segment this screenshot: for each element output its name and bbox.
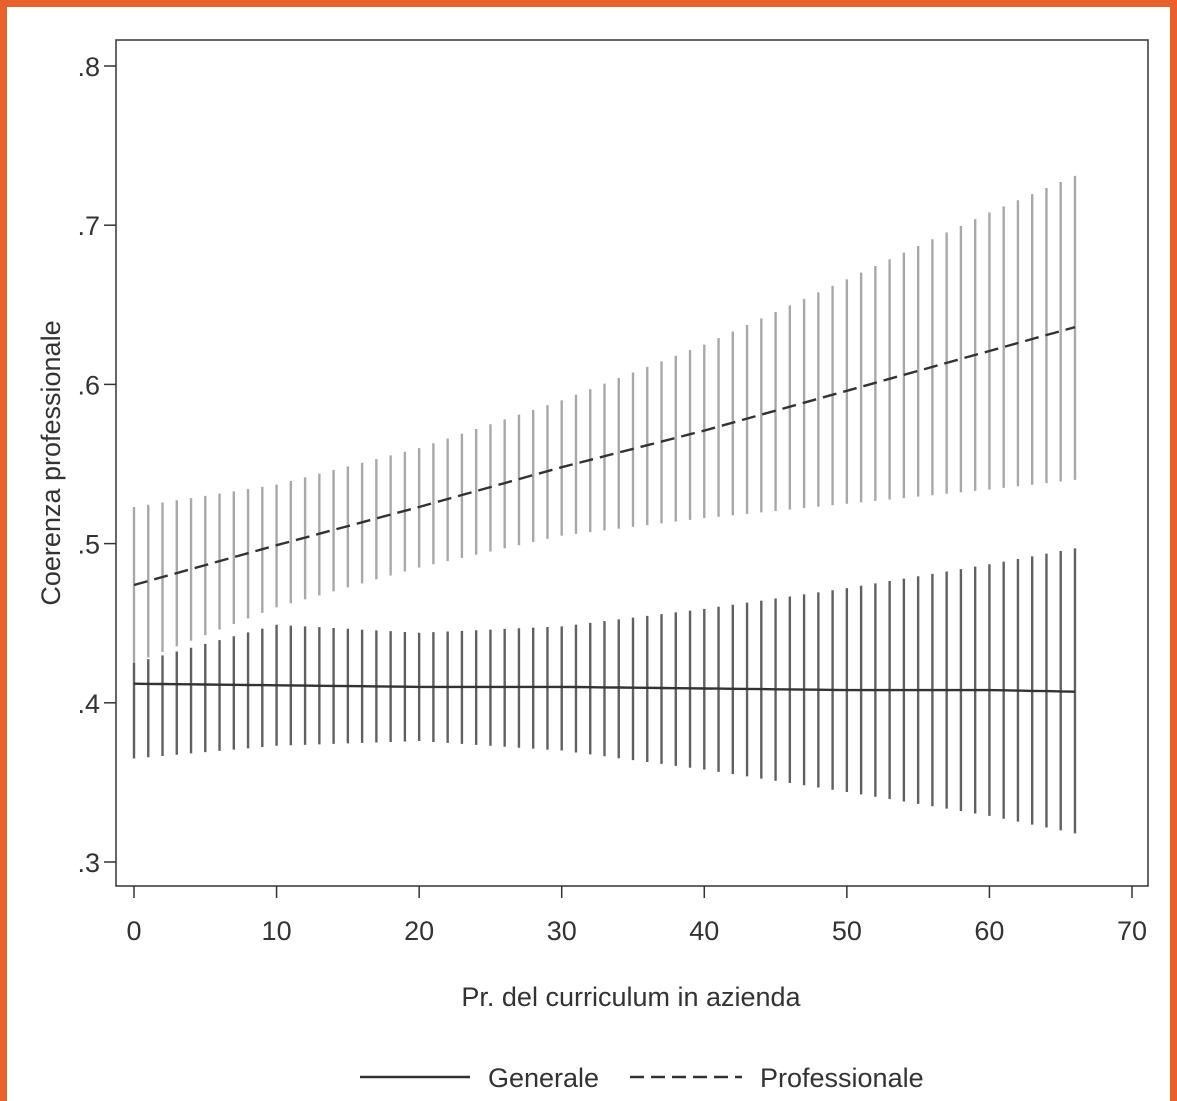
y-tick-label-0.8: .8 [77,52,100,82]
legend-label-professionale: Professionale [760,1063,924,1093]
x-tick-label-60: 60 [974,916,1004,946]
plot-frame [115,39,1149,887]
x-tick-label-50: 50 [832,916,862,946]
y-tick-label-0.6: .6 [77,370,100,400]
x-axis: 0 10 20 30 40 50 60 70 [126,886,1147,946]
legend-label-generale: Generale [488,1063,599,1093]
ci-bars [132,175,1077,834]
legend: Generale Professionale [360,1063,924,1093]
x-tick-label-70: 70 [1117,916,1147,946]
x-tick-label-10: 10 [262,916,292,946]
y-tick-label-0.7: .7 [77,211,100,241]
y-axis: .3 .4 .5 .6 .7 .8 [77,52,116,878]
x-tick-label-40: 40 [689,916,719,946]
x-tick-label-0: 0 [126,916,141,946]
y-axis-title: Coerenza professionale [36,320,66,605]
y-tick-label-0.4: .4 [77,689,100,719]
y-tick-label-0.5: .5 [77,530,100,560]
plot-area [115,39,1149,887]
series-line-professionale [133,325,1076,587]
y-tick-label-0.3: .3 [77,848,100,878]
x-tick-label-30: 30 [547,916,577,946]
x-tick-label-20: 20 [404,916,434,946]
x-axis-title: Pr. del curriculum in azienda [461,982,801,1012]
series-line-generale [133,682,1076,693]
series-lines [133,325,1076,693]
